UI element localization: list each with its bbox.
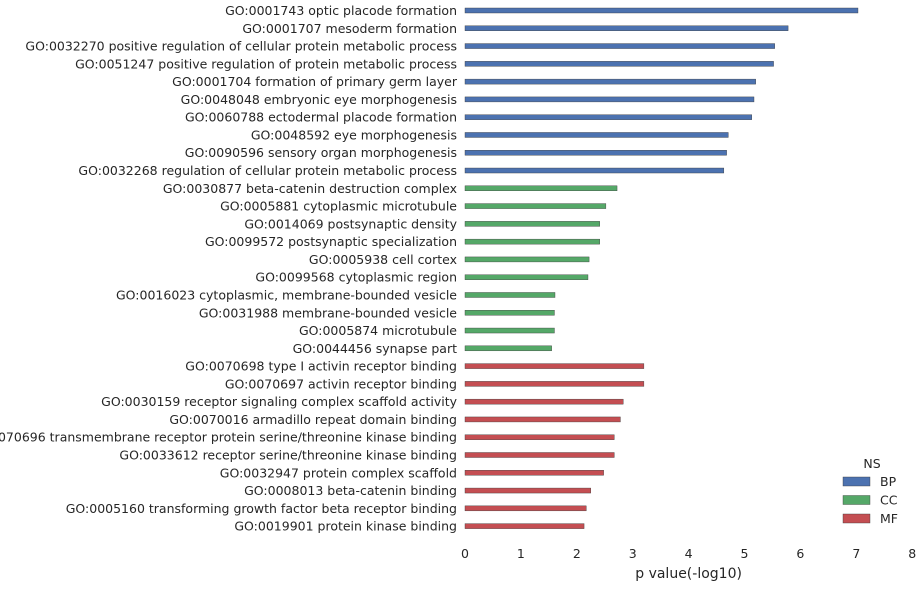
category-label: GO:0001707 mesoderm formation — [242, 21, 457, 36]
bar-mf — [464, 523, 585, 529]
category-label: GO:0030159 receptor signaling complex sc… — [101, 394, 457, 409]
category-label: GO:0032268 regulation of cellular protei… — [78, 163, 457, 178]
x-tick-label: 6 — [796, 546, 804, 561]
bar-mf — [464, 381, 645, 387]
bar-cc — [464, 310, 555, 316]
bar-cc — [464, 203, 607, 209]
bar-cc — [464, 345, 552, 352]
x-tick-label: 4 — [685, 546, 693, 561]
bar-bp — [464, 150, 727, 156]
category-label: GO:0008013 beta-catenin binding — [244, 483, 457, 498]
bar-cc — [464, 256, 590, 263]
category-label: GO:0005160 transforming growth factor be… — [66, 501, 457, 516]
x-tick-label: 7 — [852, 546, 860, 561]
legend-label-cc: CC — [880, 493, 898, 508]
category-label: GO:0044456 synapse part — [293, 341, 457, 356]
bar-bp — [464, 7, 859, 14]
bar-mf — [464, 363, 645, 369]
category-label: GO:0031988 membrane-bounded vesicle — [199, 305, 457, 320]
category-label: GO:0005881 cytoplasmic microtubule — [220, 199, 457, 214]
category-label: GO:0070016 armadillo repeat domain bindi… — [169, 412, 457, 427]
category-label: GO:0051247 positive regulation of protei… — [75, 56, 457, 71]
bar-bp — [464, 61, 774, 67]
bar-cc — [464, 185, 618, 192]
bar-mf — [464, 398, 624, 405]
x-tick-label: 0 — [461, 546, 469, 561]
category-label: GO:0030877 beta-catenin destruction comp… — [163, 181, 457, 196]
category-label: GO:0005938 cell cortex — [309, 252, 457, 267]
bar-mf — [464, 487, 591, 494]
category-label: GO:0099572 postsynaptic specialization — [205, 234, 457, 249]
bar-cc — [464, 238, 600, 245]
bar-cc — [464, 327, 555, 334]
category-label: GO:0048048 embryonic eye morphogenesis — [181, 92, 457, 107]
category-label: GO:0048592 eye morphogenesis — [251, 127, 457, 142]
category-label: GO:0001743 optic placode formation — [225, 3, 457, 18]
bar-mf — [464, 416, 621, 423]
category-label: GO:0016023 cytoplasmic, membrane-bounded… — [116, 287, 457, 302]
category-label: GO:0005874 microtubule — [299, 323, 457, 338]
bar-bp — [464, 96, 755, 103]
bar-bp — [464, 25, 789, 31]
category-label: GO:0019901 protein kinase binding — [234, 519, 457, 534]
legend-swatch-bp — [842, 476, 871, 487]
x-axis-title: p value(-log10) — [635, 566, 742, 582]
x-tick-label: 2 — [573, 546, 581, 561]
bar-mf — [464, 452, 615, 458]
category-label: GO:0032270 positive regulation of cellul… — [25, 39, 457, 54]
legend-title: NS — [863, 456, 880, 471]
category-label: GO:0070697 activin receptor binding — [225, 376, 457, 391]
legend-label-mf: MF — [880, 511, 898, 526]
bar-cc — [464, 221, 600, 227]
bar-mf — [464, 434, 615, 440]
x-tick-label: 1 — [517, 546, 525, 561]
category-label: GO:0070696 transmembrane receptor protei… — [0, 430, 457, 445]
category-label: GO:0070698 type I activin receptor bindi… — [185, 359, 457, 374]
category-label: GO:0001704 formation of primary germ lay… — [172, 74, 458, 89]
bars-group — [464, 7, 859, 529]
bar-bp — [464, 43, 775, 49]
bar-cc — [464, 274, 589, 280]
legend-label-bp: BP — [880, 474, 897, 489]
legend-swatch-cc — [842, 495, 871, 505]
x-tick-label: 8 — [908, 546, 916, 561]
bar-cc — [464, 292, 556, 298]
x-tick-labels-group: 0 1 2 3 4 5 6 7 8 — [461, 546, 916, 561]
category-label: GO:0060788 ectodermal placode formation — [185, 110, 457, 125]
bar-mf — [464, 470, 604, 476]
x-tick-label: 3 — [629, 546, 637, 561]
bar-mf — [464, 505, 587, 512]
bar-bp — [464, 78, 756, 85]
category-label: GO:0032947 protein complex scaffold — [220, 465, 457, 480]
category-label: GO:0099568 cytoplasmic region — [255, 270, 457, 285]
bar-bp — [464, 167, 725, 174]
legend-swatch-mf — [842, 513, 871, 524]
bar-bp — [464, 132, 729, 138]
category-label: GO:0090596 sensory organ morphogenesis — [185, 145, 457, 160]
category-label: GO:0014069 postsynaptic density — [244, 216, 457, 231]
legend: NS BP CC MF — [842, 456, 898, 526]
category-labels-group: GO:0001743 optic placode formation GO:000… — [0, 3, 458, 534]
category-label: GO:0033612 receptor serine/threonine kin… — [119, 448, 457, 463]
x-tick-label: 5 — [741, 546, 749, 561]
bar-bp — [464, 114, 752, 120]
